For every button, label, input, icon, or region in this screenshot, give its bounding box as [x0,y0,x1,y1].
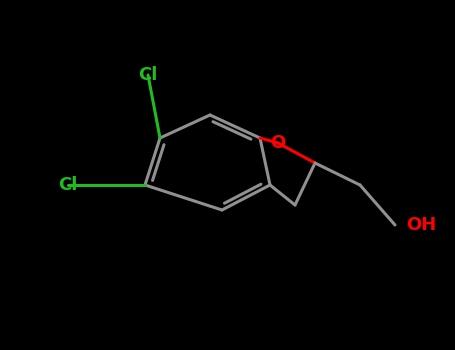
Text: Cl: Cl [138,66,158,84]
Text: OH: OH [406,216,437,234]
Text: Cl: Cl [58,176,78,194]
Text: O: O [270,134,286,152]
